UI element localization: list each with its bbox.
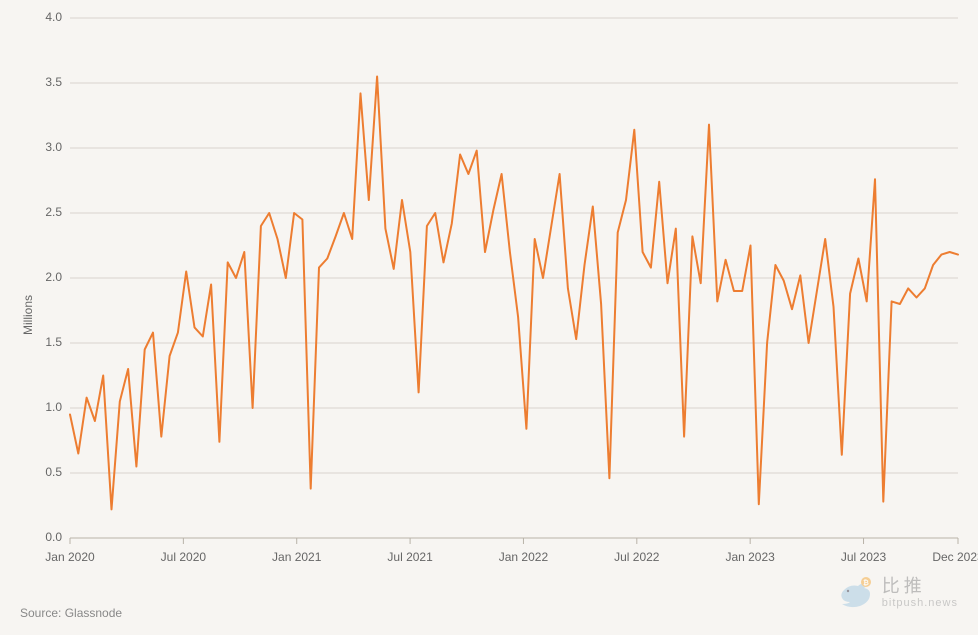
bird-icon: ₿ [836, 576, 876, 610]
x-tick-label: Jan 2020 [35, 550, 105, 564]
y-tick-label: 0.5 [32, 465, 62, 479]
watermark-cn: 比推 [882, 577, 958, 597]
x-tick-label: Dec 2023 [923, 550, 978, 564]
svg-text:₿: ₿ [863, 579, 869, 587]
y-tick-label: 0.0 [32, 530, 62, 544]
line-chart [0, 0, 978, 630]
source-text: Source: Glassnode [20, 606, 122, 620]
watermark: ₿ 比推 bitpush.news [836, 576, 958, 610]
y-tick-label: 4.0 [32, 10, 62, 24]
watermark-en: bitpush.news [882, 597, 958, 609]
y-tick-label: 1.0 [32, 400, 62, 414]
y-tick-label: 1.5 [32, 335, 62, 349]
x-tick-label: Jul 2023 [829, 550, 899, 564]
y-axis-label: Millions [21, 295, 35, 335]
data-series-line [70, 77, 958, 510]
y-tick-label: 3.0 [32, 140, 62, 154]
x-tick-label: Jan 2023 [715, 550, 785, 564]
y-tick-label: 2.5 [32, 205, 62, 219]
y-tick-label: 2.0 [32, 270, 62, 284]
y-tick-label: 3.5 [32, 75, 62, 89]
x-tick-label: Jul 2022 [602, 550, 672, 564]
x-tick-label: Jul 2021 [375, 550, 445, 564]
x-tick-label: Jul 2020 [148, 550, 218, 564]
x-tick-label: Jan 2022 [488, 550, 558, 564]
x-tick-label: Jan 2021 [262, 550, 332, 564]
chart-container: Millions 0.0 0.5 1.0 1.5 2.0 2.5 3.0 3.5 4.0 Jan… [0, 0, 978, 630]
